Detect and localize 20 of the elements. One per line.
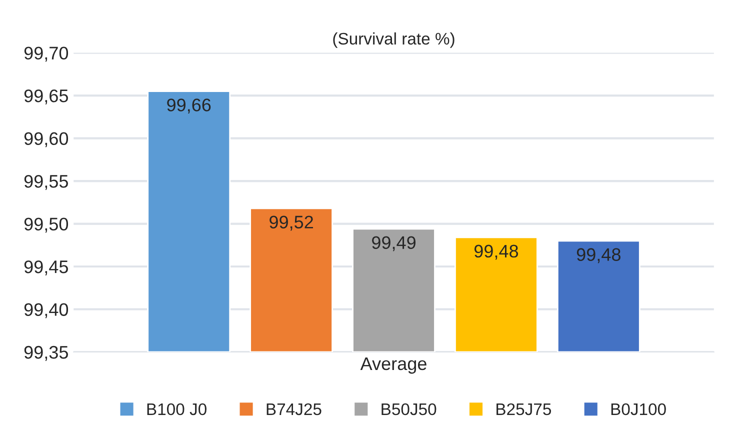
chart-title: (Survival rate %) <box>333 32 454 48</box>
y-tick-label: 99,60 <box>24 132 68 148</box>
legend-label: B74J25 <box>266 403 322 416</box>
data-label: 99,52 <box>270 216 313 231</box>
y-tick-label: 99,50 <box>24 218 68 233</box>
data-label: 99,48 <box>576 248 620 264</box>
legend-label: B100 J0 <box>147 403 206 416</box>
legend-label: B50J50 <box>382 403 436 416</box>
y-tick-label: 99,65 <box>24 89 68 104</box>
y-tick-label: 99,40 <box>24 303 68 318</box>
y-tick-label: 99,35 <box>24 346 68 361</box>
data-label: 99,66 <box>167 98 211 114</box>
legend-label: B0J100 <box>611 403 666 416</box>
legend-label: B25J75 <box>496 403 551 416</box>
y-tick-label: 99,55 <box>24 174 68 190</box>
data-label: 99,49 <box>372 236 416 252</box>
y-tick-label: 99,45 <box>24 260 68 276</box>
x-tick-label: Average <box>360 358 426 374</box>
y-tick-label: 99,70 <box>24 46 68 62</box>
data-label: 99,48 <box>474 244 518 260</box>
